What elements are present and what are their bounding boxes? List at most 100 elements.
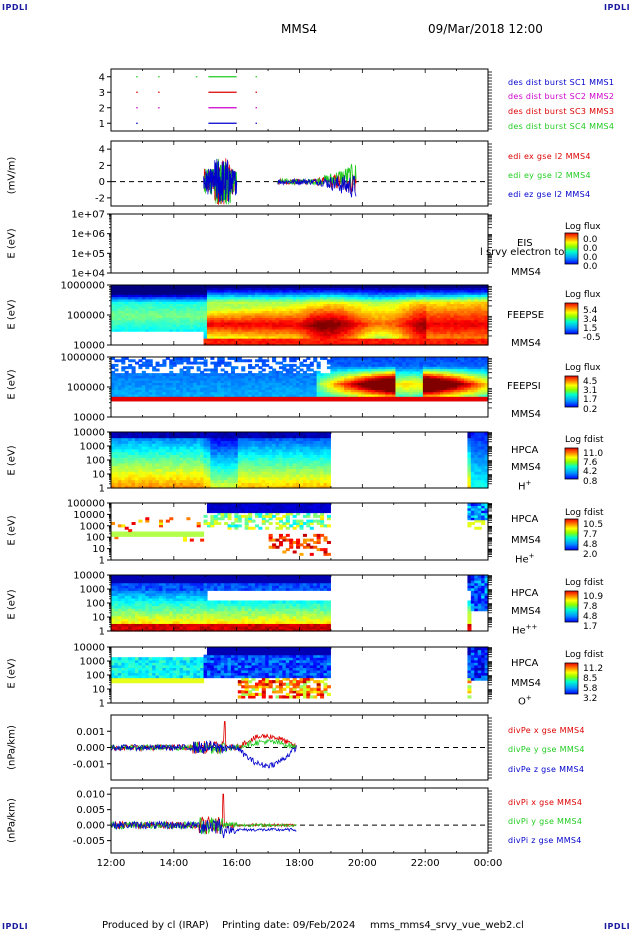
- feepse-cell: [395, 294, 400, 298]
- feepsi-cell: [217, 359, 222, 363]
- hpca_h-cell: [158, 462, 164, 467]
- feepsi-cell: [405, 361, 410, 365]
- feepsi-cell: [344, 366, 349, 370]
- feepse-cell: [347, 294, 352, 298]
- feepse-cell: [323, 305, 328, 309]
- feepse-cell: [285, 298, 290, 302]
- feepse-cell: [152, 321, 157, 325]
- feepse-cell: [467, 310, 472, 314]
- feepse-cell: [306, 321, 311, 325]
- feepse-cell: [237, 308, 242, 311]
- feepsi-cell: [422, 373, 427, 377]
- feepse-cell: [388, 326, 393, 330]
- feepse-cell: [128, 305, 133, 309]
- feepsi-cell: [453, 359, 458, 363]
- feepse-cell: [412, 310, 417, 314]
- feepse-cell: [347, 326, 352, 330]
- feepse-cell: [265, 315, 270, 318]
- hpca_h-cell: [131, 462, 136, 467]
- feepse-cell: [306, 310, 311, 314]
- feepse-cell: [371, 328, 376, 332]
- feepsi-cell: [189, 382, 194, 386]
- feepse-cell: [272, 305, 277, 309]
- hpca_h-cell: [121, 482, 126, 486]
- feepse-cell: [206, 333, 211, 337]
- feepse-cell: [302, 287, 307, 291]
- feepsi-cell: [412, 384, 417, 388]
- feepsi-cell: [344, 380, 349, 383]
- feepsi-cell: [326, 380, 331, 383]
- feepse-cell: [467, 342, 472, 346]
- feepse-cell: [272, 296, 277, 300]
- feepsi-cell: [278, 384, 283, 388]
- feepse-cell: [395, 308, 400, 311]
- feepsi-cell: [158, 382, 164, 386]
- feepse-cell: [282, 340, 287, 344]
- feepse-cell: [333, 285, 338, 288]
- feepse-cell: [258, 291, 263, 295]
- feepse-cell: [440, 294, 445, 298]
- feepse-cell: [121, 324, 126, 328]
- feepse-cell: [189, 296, 194, 300]
- feepse-cell: [392, 289, 397, 293]
- feepsi-cell: [320, 375, 325, 379]
- feepsi-cell: [446, 387, 451, 390]
- feepse-cell: [412, 317, 417, 321]
- feepse-cell: [275, 317, 280, 321]
- feepsi-cell: [244, 389, 249, 393]
- feepsi-cell: [330, 384, 335, 388]
- feepsi-cell: [176, 373, 181, 377]
- hpca_h-cell: [145, 446, 150, 450]
- feepse-cell: [368, 321, 373, 325]
- hpca_h-cell: [138, 437, 143, 441]
- feepsi-cell: [302, 391, 307, 395]
- feepse-cell: [446, 312, 451, 316]
- feepse-cell: [440, 342, 445, 346]
- feepsi-cell: [409, 382, 414, 386]
- hpca_h-cell: [121, 457, 126, 461]
- feepse-cell: [320, 301, 325, 305]
- feepse-cell: [409, 310, 414, 314]
- feepse-cell: [460, 342, 465, 346]
- hpca_h-cell: [158, 443, 164, 447]
- feepsi-cell: [316, 375, 321, 379]
- feepsi-cell: [244, 377, 249, 381]
- feepsi-cell: [241, 398, 246, 402]
- feepsi-cell: [176, 393, 181, 397]
- edi-line-ez: [203, 159, 238, 203]
- feepse-cell: [169, 328, 174, 332]
- feepse-cell: [450, 340, 455, 344]
- feepse-cell: [220, 335, 225, 339]
- feepse-cell: [261, 324, 266, 328]
- feepsi-cell: [481, 391, 486, 395]
- feepsi-cell: [138, 387, 143, 390]
- feepse-cell: [234, 291, 239, 295]
- feepsi-cell: [200, 373, 205, 377]
- feepsi-cell: [474, 384, 479, 388]
- feepse-cell: [148, 321, 153, 325]
- feepse-cell: [155, 291, 160, 295]
- feepse-cell: [357, 287, 362, 291]
- feepse-cell: [128, 326, 133, 330]
- feepse-cell: [320, 328, 325, 332]
- feepse-cell: [429, 317, 434, 321]
- feepse-cell: [467, 338, 472, 341]
- feepse-cell: [134, 308, 140, 311]
- feepse-cell: [326, 331, 331, 335]
- feepse-cell: [186, 285, 191, 288]
- feepse-cell: [409, 317, 414, 321]
- feepsi-cell: [186, 359, 191, 363]
- feepse-cell: [217, 294, 222, 298]
- feepse-cell: [330, 326, 335, 330]
- feepsi-cell: [189, 361, 194, 365]
- feepse-cell: [474, 303, 479, 307]
- feepsi-cell: [224, 370, 229, 374]
- feepse-cell: [433, 335, 438, 339]
- feepse-cell: [292, 287, 297, 291]
- feepse-cell: [357, 324, 362, 328]
- feepse-cell: [176, 303, 181, 307]
- feepse-cell: [385, 340, 390, 344]
- feepse-cell: [326, 335, 331, 339]
- feepse-cell: [230, 287, 235, 291]
- feepsi-cell: [278, 396, 283, 400]
